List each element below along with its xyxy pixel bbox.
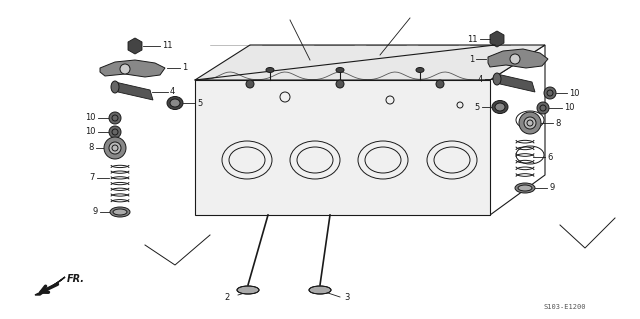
Text: 9: 9 xyxy=(93,207,98,217)
Text: 11: 11 xyxy=(162,41,173,50)
Text: 3: 3 xyxy=(344,293,349,301)
Ellipse shape xyxy=(113,209,127,215)
Ellipse shape xyxy=(111,81,119,93)
Polygon shape xyxy=(195,80,490,215)
Polygon shape xyxy=(115,82,153,100)
Ellipse shape xyxy=(237,286,259,294)
Polygon shape xyxy=(35,277,65,295)
Text: 6: 6 xyxy=(547,152,552,161)
Circle shape xyxy=(104,137,126,159)
Ellipse shape xyxy=(416,68,424,72)
Text: 1: 1 xyxy=(468,55,474,63)
Text: 10: 10 xyxy=(564,103,575,113)
Ellipse shape xyxy=(518,185,532,191)
Circle shape xyxy=(537,102,549,114)
Circle shape xyxy=(120,64,130,74)
Text: 2: 2 xyxy=(225,293,230,302)
Text: 4: 4 xyxy=(477,75,483,84)
Polygon shape xyxy=(128,38,142,54)
Circle shape xyxy=(336,80,344,88)
Ellipse shape xyxy=(110,207,130,217)
Circle shape xyxy=(544,87,556,99)
Ellipse shape xyxy=(309,286,331,294)
Ellipse shape xyxy=(336,68,344,72)
Circle shape xyxy=(246,80,254,88)
Circle shape xyxy=(524,117,536,129)
Ellipse shape xyxy=(515,183,535,193)
Polygon shape xyxy=(100,60,165,77)
Polygon shape xyxy=(497,74,535,92)
Text: 8: 8 xyxy=(555,118,561,128)
Ellipse shape xyxy=(167,97,183,109)
Text: 10: 10 xyxy=(86,128,96,137)
Ellipse shape xyxy=(492,100,508,114)
Ellipse shape xyxy=(170,99,180,107)
Circle shape xyxy=(436,80,444,88)
Text: 7: 7 xyxy=(90,174,95,182)
Circle shape xyxy=(109,142,121,154)
Text: S103-E1200: S103-E1200 xyxy=(544,304,586,310)
Text: 10: 10 xyxy=(86,114,96,122)
Text: 9: 9 xyxy=(549,183,554,192)
Text: 11: 11 xyxy=(467,34,478,43)
Text: FR.: FR. xyxy=(67,274,85,284)
Polygon shape xyxy=(195,45,545,80)
Text: 1: 1 xyxy=(182,63,188,72)
Circle shape xyxy=(109,112,121,124)
Text: 4: 4 xyxy=(170,87,175,97)
Ellipse shape xyxy=(266,68,274,72)
Text: 5: 5 xyxy=(475,102,480,112)
Polygon shape xyxy=(488,49,548,68)
Text: 8: 8 xyxy=(88,144,94,152)
Ellipse shape xyxy=(495,103,505,111)
Text: 10: 10 xyxy=(569,88,579,98)
Text: 5: 5 xyxy=(197,99,202,108)
Polygon shape xyxy=(490,31,504,47)
Circle shape xyxy=(510,54,520,64)
Ellipse shape xyxy=(493,73,501,85)
Circle shape xyxy=(519,112,541,134)
Circle shape xyxy=(109,126,121,138)
